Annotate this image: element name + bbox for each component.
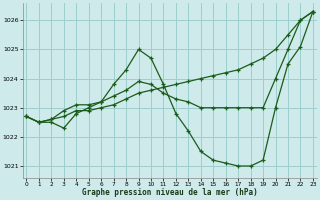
X-axis label: Graphe pression niveau de la mer (hPa): Graphe pression niveau de la mer (hPa) <box>82 188 258 197</box>
